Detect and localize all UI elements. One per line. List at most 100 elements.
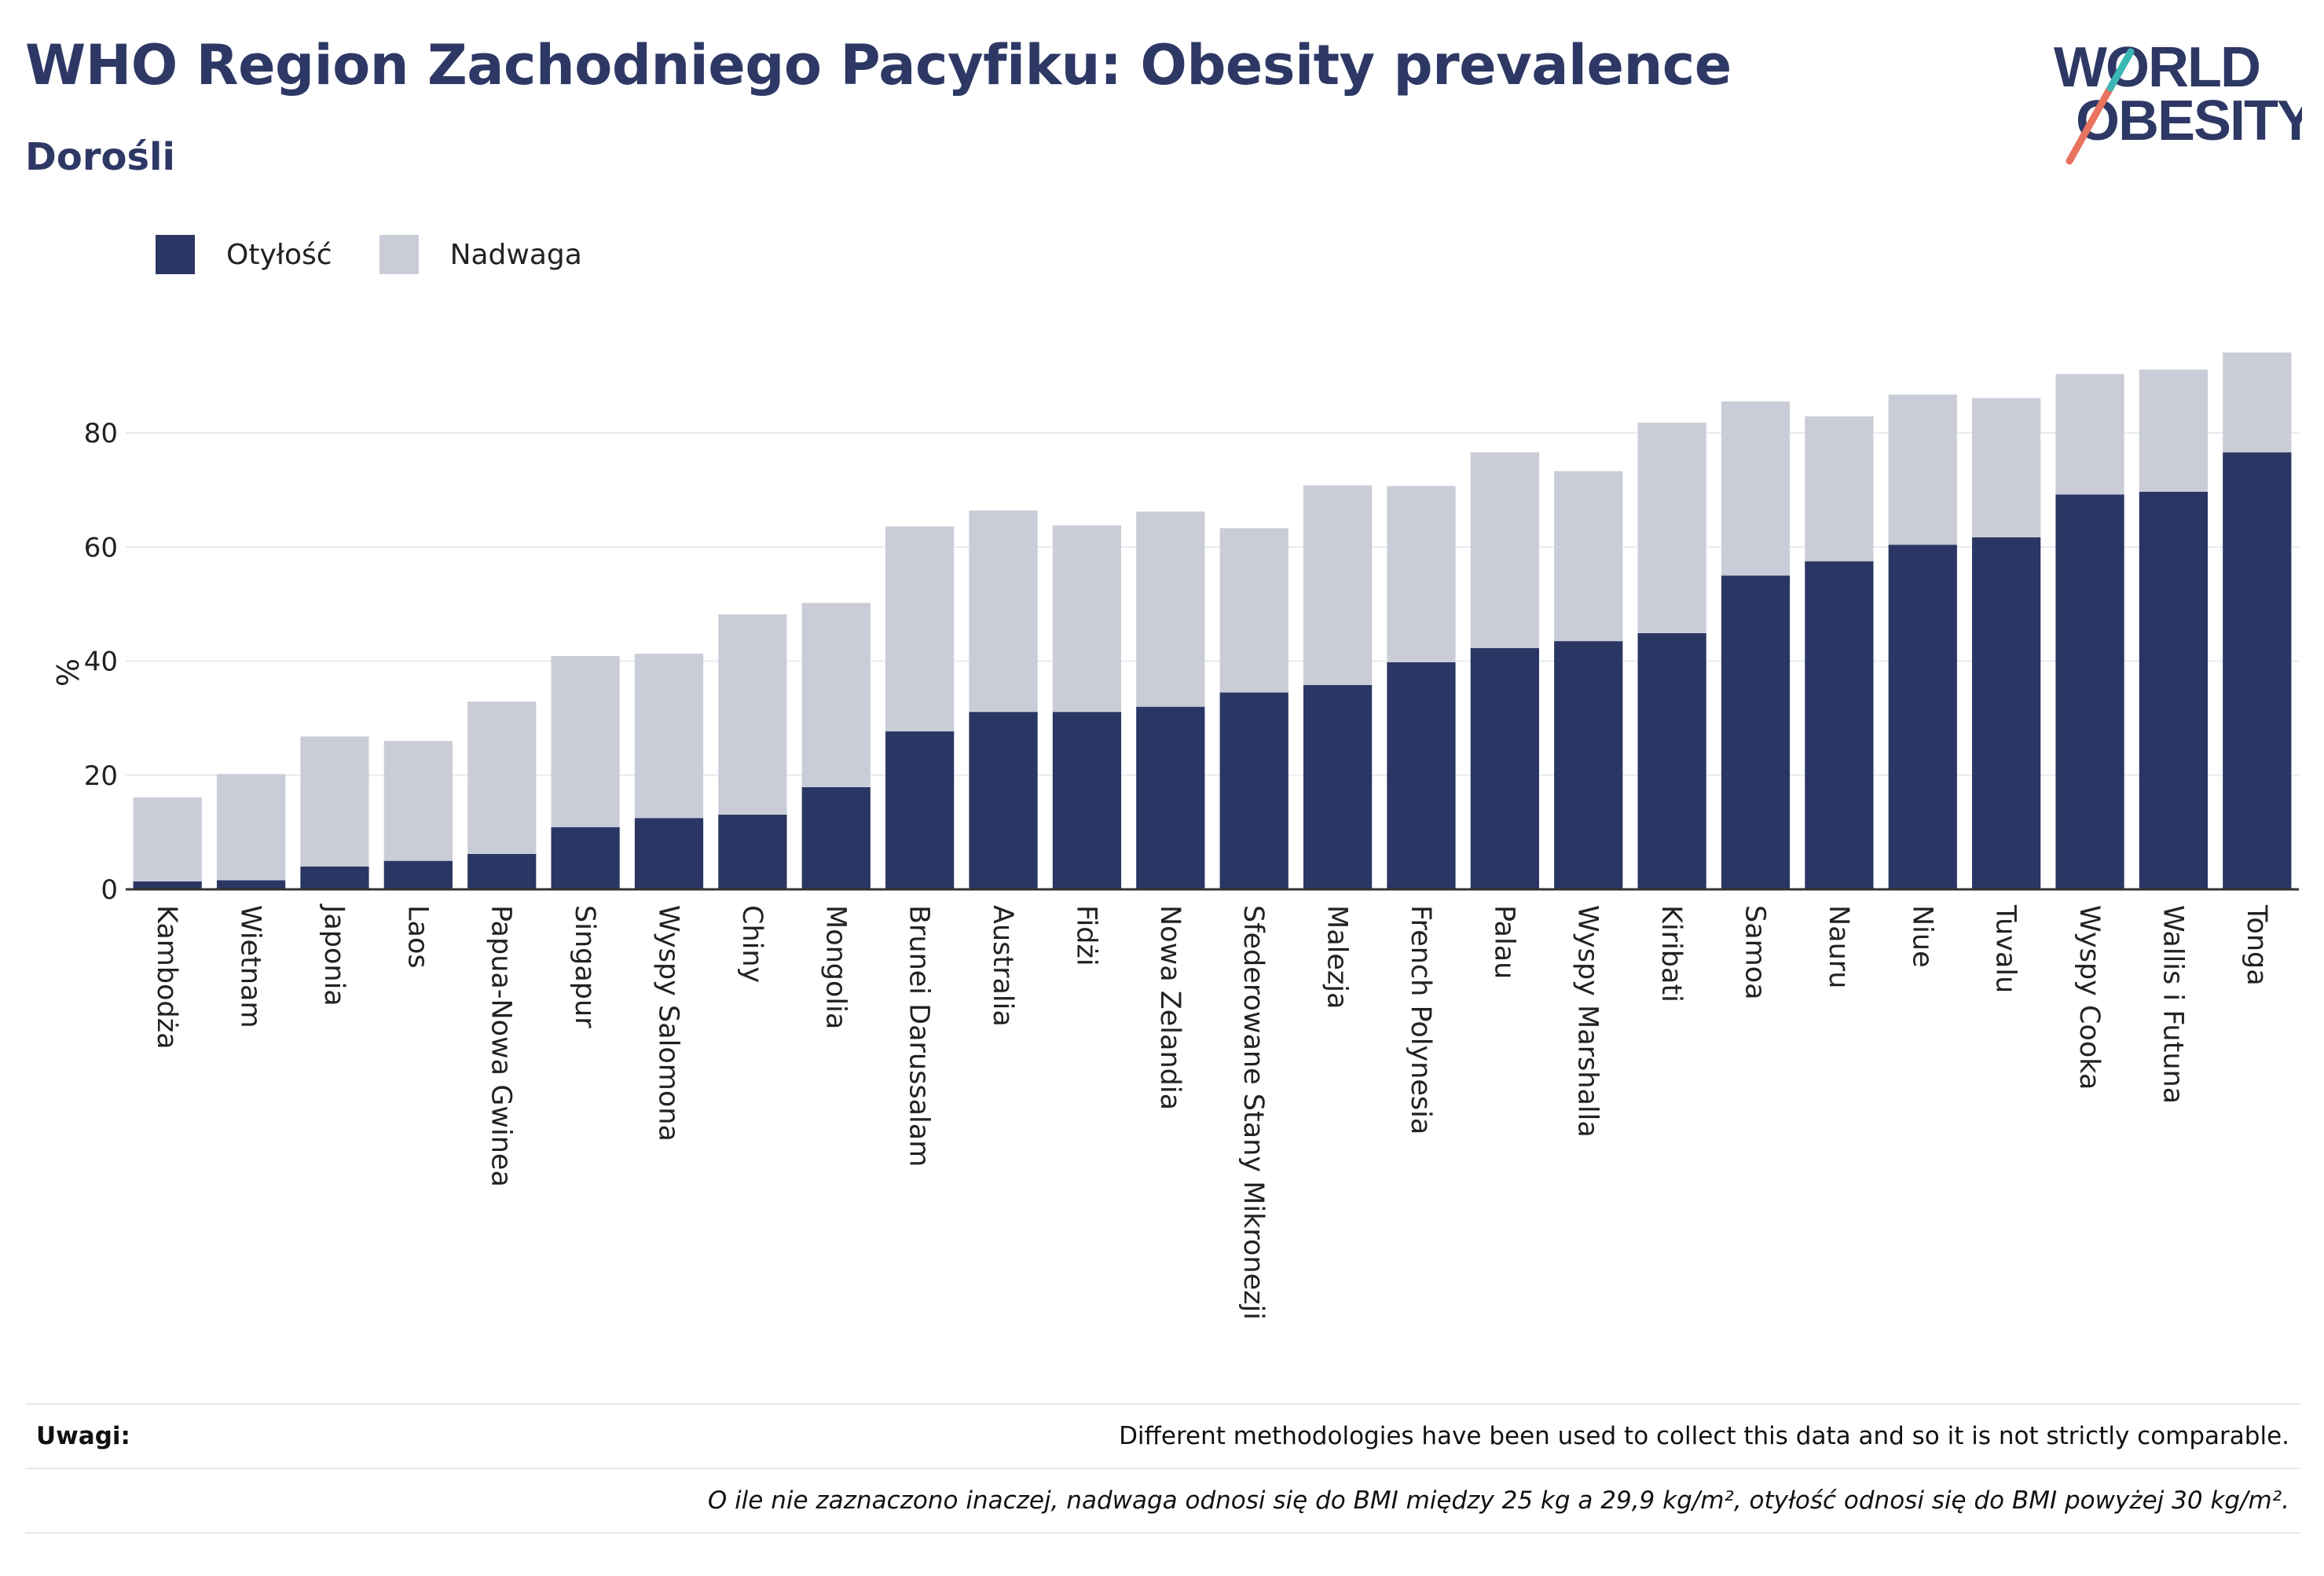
bar-obesity <box>1387 662 1456 889</box>
x-tick-label: Wyspy Marshalla <box>1572 905 1604 1138</box>
bar-overweight <box>133 797 202 881</box>
bar-overweight <box>1303 485 1373 686</box>
bar-overweight <box>467 702 537 854</box>
bar-overweight <box>2223 352 2292 453</box>
bar-overweight <box>801 603 871 788</box>
chart-legend: Otyłość Nadwaga <box>156 233 629 277</box>
x-tick-label: Wyspy Salomona <box>653 905 684 1142</box>
bar-obesity <box>1136 706 1205 889</box>
x-tick-label: Tuvalu <box>1990 904 2022 993</box>
legend-label-obesity: Otyłość <box>226 238 332 271</box>
page-title: WHO Region Zachodniego Pacyfiku: Obesity… <box>25 33 1732 97</box>
notes-text-definition: O ile nie zaznaczono inaczej, nadwaga od… <box>707 1486 2289 1515</box>
bar-obesity <box>1219 692 1288 889</box>
bar-overweight <box>1805 416 1874 562</box>
x-tick-label: Nauru <box>1823 905 1854 988</box>
x-tick-label: Mongolia <box>819 905 851 1029</box>
bar-obesity <box>1721 575 1791 889</box>
bar-obesity <box>2055 494 2124 889</box>
page-subtitle: Dorośli <box>25 135 175 179</box>
bar-chart: 0 20 40 60 80% Kambodża Wietnam Japonia Laos Papu… <box>49 352 2299 1320</box>
bar-overweight <box>1554 471 1623 642</box>
notes-label: Uwagi: <box>36 1422 130 1450</box>
y-tick-label: 20 <box>84 761 118 792</box>
x-tick-label: Nowa Zelandia <box>1154 905 1186 1110</box>
bar-obesity <box>801 787 871 889</box>
x-tick-label: Fidżi <box>1070 905 1102 966</box>
x-tick-label: Sfederowane Stany Mikronezji <box>1237 905 1269 1320</box>
bar-obesity <box>634 818 704 889</box>
x-tick-label: Kiribati <box>1655 905 1687 1002</box>
world-obesity-logo: WORLD OBESITY <box>2054 36 2302 165</box>
logo-line2: OBESITY <box>2076 90 2302 152</box>
bar-overweight <box>969 510 1038 713</box>
bar-obesity <box>2139 491 2209 889</box>
bar-overweight <box>551 655 620 827</box>
bar-overweight <box>2055 374 2124 495</box>
x-tick-label: Papua-Nowa Gwinea <box>486 905 517 1187</box>
bar-overweight <box>1052 525 1122 713</box>
x-tick-label: Chiny <box>736 905 768 983</box>
bar-obesity <box>216 880 286 889</box>
bar-overweight <box>718 614 787 815</box>
bar-overweight <box>1470 452 1539 648</box>
x-tick-label: Australia <box>987 905 1018 1027</box>
bar-overweight <box>1219 528 1288 693</box>
y-tick-label: 80 <box>84 418 118 449</box>
legend-item-obesity[interactable]: Otyłość <box>156 235 332 274</box>
logo-slash-teal <box>2106 48 2135 92</box>
y-tick-label: 0 <box>101 874 118 906</box>
x-tick-label: Japonia <box>318 903 350 1006</box>
bar-overweight <box>300 736 369 867</box>
bar-obesity <box>1554 641 1623 889</box>
logo-slash-coral <box>2066 84 2114 165</box>
y-tick-label: 60 <box>84 532 118 563</box>
x-tick-label: Laos <box>401 905 433 969</box>
bar-obesity <box>885 731 955 889</box>
bar-obesity <box>1888 544 1957 889</box>
legend-swatch-overweight <box>379 235 419 274</box>
bar-obesity <box>718 814 787 889</box>
logo-line1: WORLD <box>2054 36 2260 99</box>
bar-obesity <box>1972 537 2041 889</box>
notes-row-methodology: Uwagi: Different methodologies have been… <box>25 1405 2300 1468</box>
x-tick-label: Wietnam <box>235 905 266 1028</box>
bar-overweight <box>1637 422 1706 633</box>
x-tick-label: Wyspy Cooka <box>2073 905 2105 1090</box>
bar-overweight <box>1888 394 1957 545</box>
x-tick-label: Niue <box>1906 905 1937 968</box>
bar-obesity <box>969 712 1038 889</box>
bar-obesity <box>1637 632 1706 889</box>
bar-obesity <box>551 826 620 889</box>
bar-obesity <box>133 881 202 889</box>
notes-row-definition: O ile nie zaznaczono inaczej, nadwaga od… <box>25 1469 2300 1532</box>
bar-overweight <box>383 741 453 861</box>
x-tick-label: French Polynesia <box>1405 905 1436 1134</box>
bar-overweight <box>2139 369 2209 492</box>
bar-obesity <box>1805 561 1874 889</box>
bar-overweight <box>634 654 704 819</box>
bar-obesity <box>1052 712 1122 889</box>
y-tick-label: 40 <box>84 647 118 678</box>
notes-section: Uwagi: Different methodologies have been… <box>25 1403 2300 1534</box>
x-tick-label: Brunei Darussalam <box>904 905 935 1167</box>
x-tick-label: Tonga <box>2241 904 2272 986</box>
bar-obesity <box>383 860 453 889</box>
y-axis-label: % <box>49 658 84 687</box>
x-tick-label: Samoa <box>1739 905 1771 1000</box>
bar-obesity <box>1470 647 1539 889</box>
legend-swatch-obesity <box>156 235 195 274</box>
x-tick-label: Kambodża <box>151 905 182 1050</box>
legend-label-overweight: Nadwaga <box>449 238 582 271</box>
bar-overweight <box>885 526 955 731</box>
bar-overweight <box>1136 511 1205 707</box>
bar-overweight <box>216 774 286 881</box>
x-tick-label: Singapur <box>569 905 600 1028</box>
bar-obesity <box>1303 685 1373 889</box>
legend-item-overweight[interactable]: Nadwaga <box>379 235 582 274</box>
bar-overweight <box>1972 398 2041 537</box>
x-tick-label: Malezja <box>1321 905 1353 1009</box>
x-tick-label: Wallis i Futuna <box>2157 905 2188 1104</box>
notes-text-methodology: Different methodologies have been used t… <box>1119 1422 2289 1450</box>
bar-obesity <box>300 866 369 889</box>
